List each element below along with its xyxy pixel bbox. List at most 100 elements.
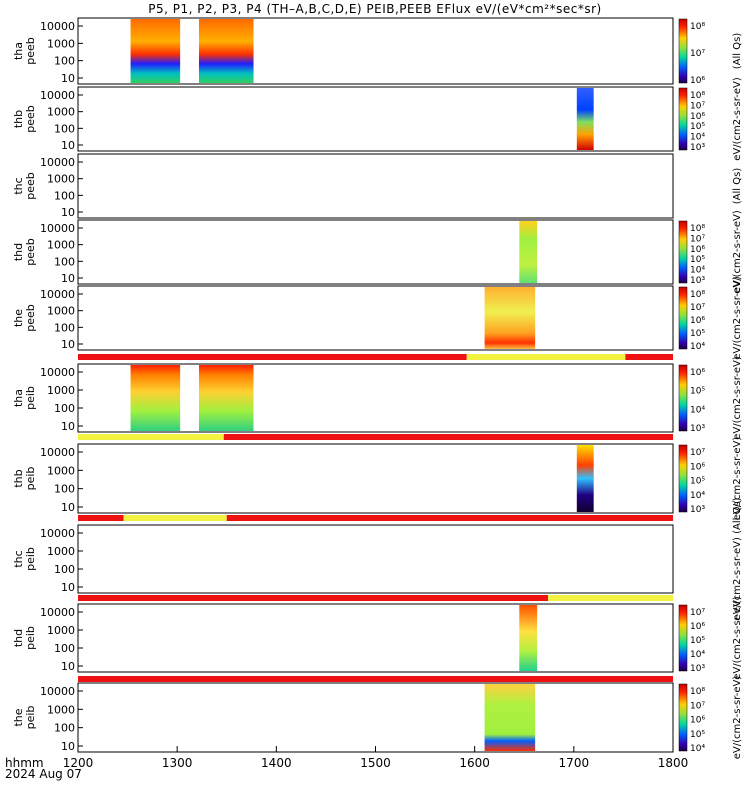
panel-thb-peib-probe-label: thb (12, 469, 25, 487)
chart-title: P5, P1, P2, P3, P4 (TH–A,B,C,D,E) PEIB,P… (148, 2, 602, 16)
mode-bar-segment-7-1 (78, 595, 549, 601)
panel-the-peib-colorbar (678, 683, 688, 752)
panel-thd-peib-colorbar-tick: 10⁴ (690, 650, 705, 660)
panel-the-peeb-instrument-label: peeb (24, 304, 37, 332)
panel-the-peib-colorbar-tick: 10⁵ (690, 730, 705, 740)
panel-the-peib-ytick-label: 10000 (40, 685, 75, 698)
panel-the-peeb-probe-label: the (12, 309, 25, 327)
panel-thc-peib-instrument-label: peib (24, 547, 37, 571)
panel-tha-peib-data-block-1 (130, 365, 181, 431)
panel-thd-peeb-frame (77, 219, 674, 285)
x-tick-label: 1200 (63, 756, 94, 770)
panel-tha-peib-instrument-label: peib (24, 386, 37, 410)
panel-tha-peeb-colorbar-label: (All Qs) (732, 33, 743, 70)
panel-thb-peeb-colorbar (678, 87, 688, 151)
panel-the-peib-ytick-label: 100 (54, 722, 75, 735)
panel-thd-peib-colorbar-tick: 10⁶ (690, 622, 705, 632)
panel-thd-peib-colorbar-tick: 10⁷ (690, 608, 705, 618)
panel-thd-peib-colorbar-label: eV/(cm2-s-sr-eV) (732, 596, 743, 680)
panel-thb-peeb-data-block-1 (576, 88, 594, 150)
panel-the-peeb-colorbar-tick: 10⁸ (690, 290, 705, 300)
x-tick-label: 1500 (360, 756, 391, 770)
panel-thb-peeb-ytick-label: 10 (61, 139, 75, 152)
panel-thd-peib-colorbar (678, 604, 688, 672)
panel-thd-peeb-instrument-label: peeb (24, 238, 37, 266)
panel-thd-peeb-colorbar-tick: 10⁷ (690, 234, 705, 244)
panel-the-peeb-colorbar-label: eV/(cm2-s-sr-eV) (732, 276, 743, 360)
panel-thb-peib-colorbar-label: eV/(cm2-s-sr-eV) (732, 437, 743, 521)
panel-tha-peeb-colorbar-tick: 10⁸ (690, 22, 705, 32)
panel-tha-peib-ytick-label: 1000 (47, 384, 75, 397)
panel-the-peeb-colorbar-tick: 10⁵ (690, 329, 705, 339)
panel-the-peib-colorbar-tick: 10⁶ (690, 716, 705, 726)
panel-thb-peeb-colorbar-tick: 10³ (690, 143, 705, 153)
panel-thc-peeb-ytick-label: 10 (61, 206, 75, 219)
panel-the-peeb-ytick-label: 10 (61, 338, 75, 351)
panel-the-peib-ytick-label: 10 (61, 740, 75, 753)
x-axis-date: 2024 Aug 07 (5, 767, 82, 781)
panel-the-peib-colorbar-tick: 10⁷ (690, 701, 705, 711)
panel-thd-peeb-colorbar-tick: 10⁴ (690, 266, 705, 276)
panel-thd-peeb-ytick-label: 1000 (47, 239, 75, 252)
panel-tha-peeb-colorbar (678, 18, 688, 84)
x-tick-label: 1400 (261, 756, 292, 770)
panel-thb-peeb-colorbar-tick: 10⁶ (690, 112, 705, 122)
panel-thd-peib-colorbar-tick: 10³ (690, 664, 705, 674)
panel-tha-peeb-frame (77, 17, 674, 85)
panel-thb-peeb-instrument-label: peeb (24, 105, 37, 133)
panel-the-peeb-colorbar-tick: 10⁶ (690, 316, 705, 326)
panel-the-peib-ytick-label: 1000 (47, 703, 75, 716)
panel-thc-peib-probe-label: thc (12, 550, 25, 567)
panel-thb-peib-data-block-1 (576, 445, 594, 512)
panel-thc-peeb-colorbar-label: (All Qs) (732, 168, 743, 205)
panel-thb-peib-ytick-label: 10000 (40, 446, 75, 459)
panel-thb-peib-colorbar-tick: 10⁴ (690, 491, 705, 501)
panel-thb-peeb-ytick-label: 1000 (47, 106, 75, 119)
panel-thb-peeb-colorbar-tick: 10⁴ (690, 133, 705, 143)
panel-tha-peeb-probe-label: tha (12, 42, 25, 60)
panel-thd-peib-data-block-1 (519, 605, 538, 671)
panel-the-peeb-colorbar (678, 286, 688, 350)
panel-thc-peib-ytick-label: 10 (61, 581, 75, 594)
panel-thb-peeb-ytick-label: 10000 (40, 89, 75, 102)
panel-thc-peib-colorbar-label: eV/(cm2-s-sr-eV) (All Qs) (732, 497, 743, 620)
panel-thd-peib-ytick-label: 10000 (40, 606, 75, 619)
panel-thd-peeb-probe-label: thd (12, 243, 25, 261)
panel-tha-peeb-colorbar-tick: 10⁷ (690, 49, 705, 59)
panel-the-peeb-data-block-1 (484, 287, 536, 349)
panel-the-peeb-ytick-label: 1000 (47, 305, 75, 318)
panel-thb-peib-ytick-label: 100 (54, 483, 75, 496)
panel-thd-peeb-ytick-label: 10 (61, 272, 75, 285)
panel-thb-peeb-colorbar-label: eV/(cm2-s-sr-eV) (732, 77, 743, 161)
panel-thd-peeb-ytick-label: 100 (54, 255, 75, 268)
panel-the-peib-frame (77, 682, 674, 753)
panel-tha-peib-colorbar-label: eV/(cm2-s-sr-eV) (732, 356, 743, 440)
mode-bar-segment-4-2 (466, 354, 626, 360)
panel-thd-peib-ytick-label: 10 (61, 660, 75, 673)
panel-thc-peib-ytick-label: 1000 (47, 545, 75, 558)
x-axis-label: hhmm (5, 756, 44, 770)
panel-thb-peib-colorbar-tick: 10⁵ (690, 477, 705, 487)
panel-tha-peib-probe-label: tha (12, 389, 25, 407)
x-tick-label: 1300 (162, 756, 193, 770)
panel-thc-peeb-instrument-label: peeb (24, 172, 37, 200)
panel-tha-peeb-colorbar-tick: 10⁶ (690, 76, 705, 86)
panel-tha-peib-ytick-label: 10 (61, 420, 75, 433)
panel-thb-peib-instrument-label: peib (24, 467, 37, 491)
panel-thb-peeb-colorbar-tick: 10⁷ (690, 101, 705, 111)
panel-tha-peeb-data-block-1 (130, 19, 181, 83)
panel-tha-peib-ytick-label: 100 (54, 402, 75, 415)
mode-bar-segment-8-1 (78, 676, 673, 682)
panel-tha-peib-colorbar (678, 364, 688, 432)
mode-bar-segment-4-3 (625, 354, 673, 360)
panel-thd-peeb-colorbar-tick: 10⁸ (690, 224, 705, 234)
panel-thd-peib-ytick-label: 100 (54, 642, 75, 655)
panel-thd-peib-ytick-label: 1000 (47, 624, 75, 637)
panel-the-peeb-frame (77, 285, 674, 351)
panel-tha-peib-colorbar-tick: 10⁵ (690, 387, 705, 397)
panel-the-peib-colorbar-label: eV/(cm2-s-sr-eV) (732, 676, 743, 760)
panel-tha-peib-data-block-2 (198, 365, 254, 431)
panel-thb-peib-colorbar-tick: 10⁶ (690, 462, 705, 472)
panel-thc-peeb-ytick-label: 10000 (40, 156, 75, 169)
